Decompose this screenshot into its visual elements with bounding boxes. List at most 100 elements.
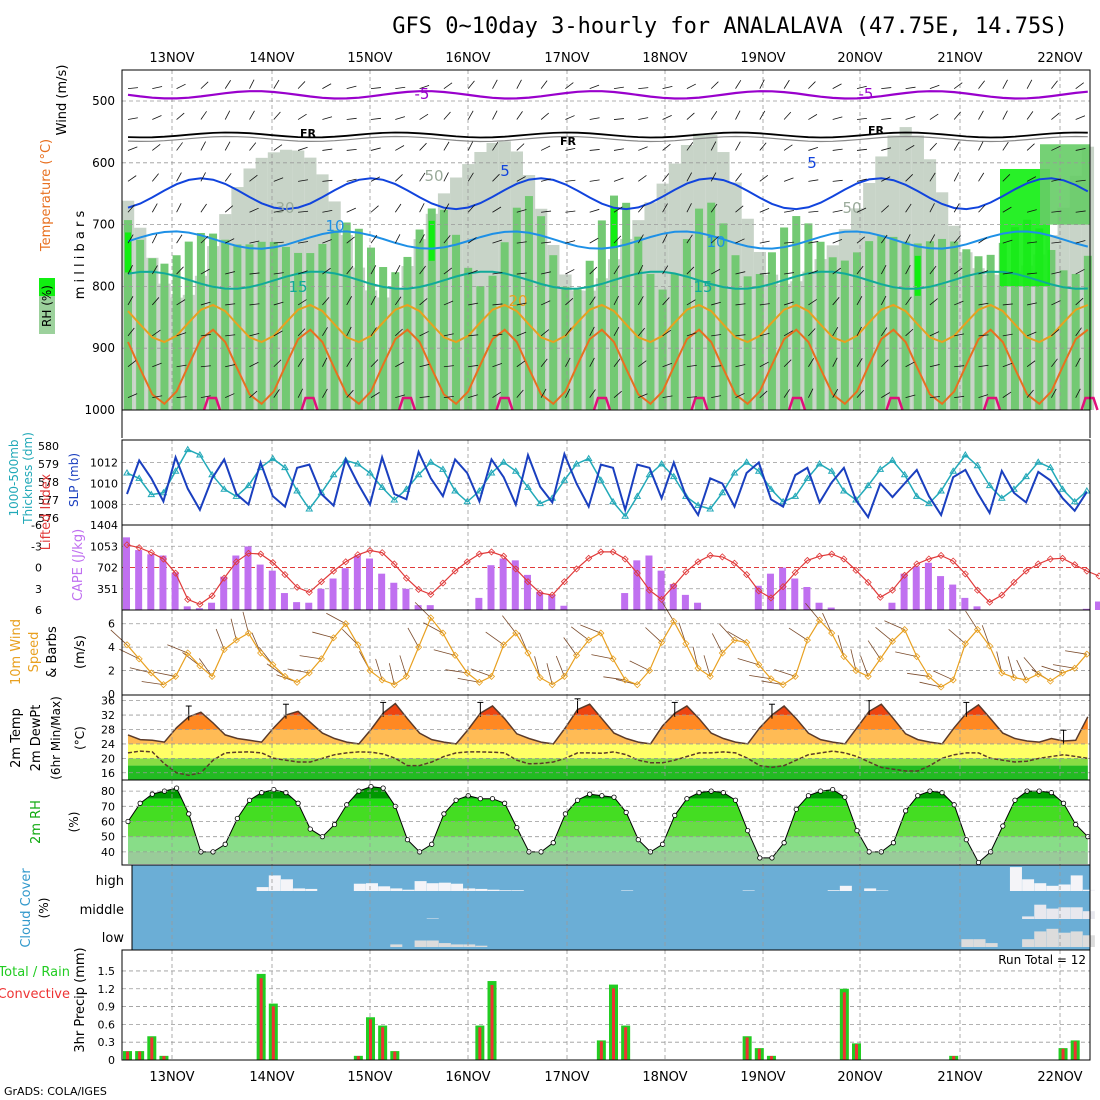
- wind-barb: [273, 79, 280, 89]
- wind-barb: [1075, 388, 1081, 398]
- wind-barb: [1026, 331, 1037, 337]
- wind-barb: [127, 234, 134, 244]
- wind-speed-point: [329, 634, 338, 642]
- wind-barb: [419, 363, 430, 368]
- axis-title: (%): [37, 898, 51, 919]
- li-point: [196, 600, 204, 608]
- thickness-point: [706, 505, 715, 512]
- wind-barb: [710, 141, 717, 151]
- wind-barb: [395, 116, 405, 120]
- cloud-bar: [1082, 911, 1095, 919]
- thickness-tick: 578: [38, 476, 59, 489]
- wind-barb: [589, 296, 596, 306]
- thickness-point: [937, 487, 945, 494]
- wind-speed-point: [147, 669, 155, 677]
- wind-barb: [467, 237, 477, 244]
- precip-convective-bar: [369, 1019, 372, 1060]
- wind-barb: [783, 301, 794, 306]
- rh-point: [295, 800, 301, 806]
- wind-barb: [370, 359, 379, 368]
- cloud-bar: [742, 890, 755, 891]
- li-point: [439, 579, 447, 587]
- axis-title: Wind (m/s): [55, 65, 70, 136]
- li-point: [512, 565, 520, 573]
- rh-shade-moist: [974, 256, 983, 410]
- rh-shade-moist: [925, 241, 934, 410]
- wind-speed-point: [961, 640, 969, 648]
- rh-point: [951, 802, 957, 808]
- cape-bar: [621, 593, 629, 610]
- rh-shade-moist: [172, 255, 181, 410]
- axis-title: 3hr Precip (mm): [73, 947, 88, 1052]
- isotherm-label: 10: [706, 233, 725, 251]
- li-point: [378, 549, 386, 557]
- wind-barb: [929, 265, 937, 275]
- rh-point: [234, 815, 240, 822]
- wind-barb: [783, 79, 790, 89]
- wind-barb: [249, 332, 260, 337]
- cape-bar: [560, 605, 568, 610]
- wind-barb: [419, 203, 425, 213]
- rh-band: [128, 806, 1088, 822]
- wind-speed-point: [269, 661, 277, 669]
- wind-barb: [856, 390, 865, 398]
- li-tick: 6: [35, 604, 42, 617]
- wind-barb: [370, 205, 379, 213]
- li-point: [1010, 578, 1018, 586]
- wind-barb: [856, 265, 864, 275]
- wind-barb: [540, 388, 547, 398]
- rh-shade-moist: [209, 233, 218, 410]
- wind-speed-point: [888, 637, 897, 645]
- wind-barb: [273, 111, 281, 120]
- wind-barb: [1027, 272, 1038, 275]
- date-label: 18NOV: [642, 51, 687, 66]
- wind-barb: [832, 267, 841, 275]
- wind-barb: [346, 85, 357, 90]
- wind-barb: [808, 328, 816, 337]
- rh-band: [128, 851, 1088, 864]
- cape-bar: [754, 585, 762, 610]
- wind-barb: [589, 237, 599, 244]
- li-point: [1095, 572, 1100, 580]
- wind-barb: [563, 637, 577, 656]
- precip-convective-bar: [757, 1048, 761, 1060]
- wind-barb: [565, 388, 571, 398]
- wind-barb: [468, 394, 478, 399]
- rh-shade-moist: [269, 241, 278, 410]
- wind-barb: [1002, 79, 1008, 89]
- wind-barb: [832, 209, 843, 213]
- wind-barb: [540, 112, 549, 120]
- rh-point: [842, 794, 848, 800]
- isotherm-label: 30: [275, 199, 294, 217]
- wind-speed-point: [378, 676, 386, 684]
- cape-bar: [694, 602, 702, 610]
- wind-barb: [370, 392, 380, 398]
- wind-barb: [808, 146, 819, 151]
- li-point: [767, 594, 775, 602]
- wind-barb: [467, 80, 475, 89]
- wind-barb: [516, 143, 525, 151]
- rh-point: [368, 783, 374, 790]
- wind-barb: [832, 179, 843, 182]
- wind-barb: [1027, 302, 1037, 306]
- wind-speed-point: [512, 629, 520, 637]
- li-point: [402, 574, 411, 582]
- rh-point: [222, 841, 228, 847]
- wind-speed-point: [451, 651, 459, 659]
- thickness-point: [378, 483, 387, 490]
- wind-barb: [1051, 241, 1062, 244]
- li-point: [718, 553, 726, 561]
- wind-barb: [783, 111, 792, 120]
- thickness-point: [791, 492, 800, 499]
- wind-barb: [1002, 141, 1009, 151]
- wind-barb: [1002, 272, 1013, 275]
- cloud-bg: [132, 865, 1090, 950]
- wind-barb: [662, 86, 673, 90]
- wind-barb: [119, 648, 140, 660]
- rh-point: [137, 800, 143, 806]
- cloud-bar: [475, 888, 488, 891]
- wind-barb: [978, 204, 986, 213]
- slp-line: [126, 449, 1088, 520]
- wind-barb: [176, 172, 182, 182]
- wind-barb: [978, 302, 989, 306]
